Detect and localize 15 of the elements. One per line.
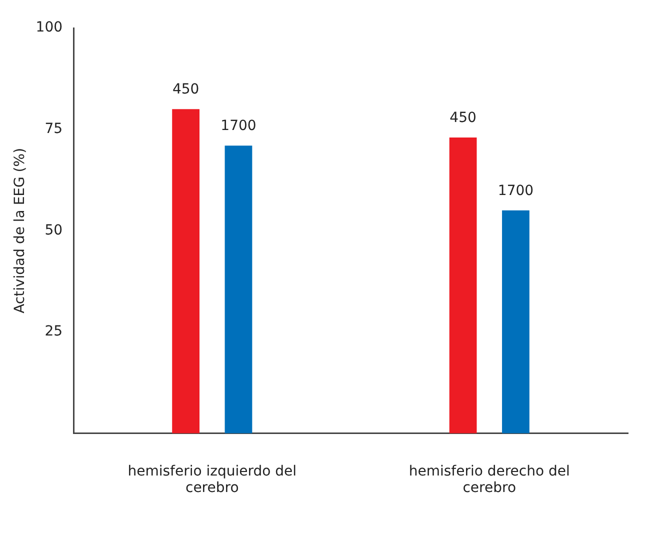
bar bbox=[502, 210, 530, 434]
series-label: 450 bbox=[172, 82, 200, 98]
y-axis-title: Actividad de la EEG (%) bbox=[12, 148, 28, 314]
bar bbox=[449, 137, 477, 434]
text: 1700 bbox=[498, 183, 534, 200]
y-tick-label: 100 bbox=[36, 20, 63, 36]
x-tick-label: hemisferio derecho del cerebro bbox=[408, 463, 570, 496]
y-tick-label: 75 bbox=[44, 120, 63, 137]
bar bbox=[172, 109, 200, 434]
bar bbox=[224, 146, 252, 434]
x-tick-label: hemisferio izquierdo del cerebro bbox=[128, 463, 297, 496]
y-tick-label: 25 bbox=[44, 324, 63, 340]
series-label: 1700 bbox=[220, 118, 256, 134]
text: 450 bbox=[450, 110, 476, 126]
y-tick-label: 50 bbox=[44, 222, 63, 238]
